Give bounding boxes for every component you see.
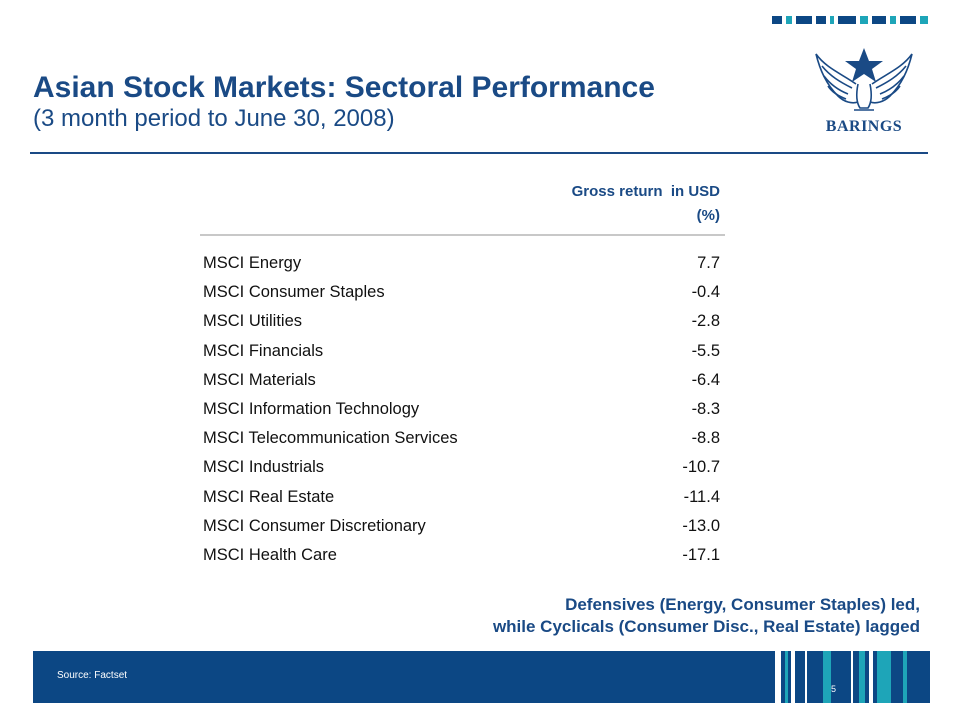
top-decorative-stripes — [772, 16, 930, 24]
table-row: MSCI Energy 7.7 — [200, 252, 720, 281]
sector-return: -17.1 — [682, 545, 720, 564]
conclusion-callout: Defensives (Energy, Consumer Staples) le… — [493, 594, 920, 638]
table-row: MSCI Materials -6.4 — [200, 369, 720, 398]
sector-name: MSCI Consumer Discretionary — [203, 516, 426, 535]
table-row: MSCI Telecommunication Services -8.8 — [200, 427, 720, 456]
slide-title: Asian Stock Markets: Sectoral Performanc… — [33, 71, 655, 104]
source-note: Source: Factset — [57, 670, 128, 681]
sector-return: -6.4 — [691, 370, 720, 389]
table-row: MSCI Consumer Staples -0.4 — [200, 281, 720, 310]
column-header-line1: Gross return in USD — [571, 183, 720, 200]
sector-return: -11.4 — [683, 487, 720, 506]
sector-name: MSCI Industrials — [203, 458, 325, 477]
slide-subtitle: (3 month period to June 30, 2008) — [33, 105, 395, 132]
sector-return: -13.0 — [682, 516, 720, 535]
sector-return: -5.5 — [691, 341, 720, 360]
barings-eagle-star-crest-icon — [815, 48, 913, 111]
sector-return: -8.8 — [691, 429, 720, 448]
sector-name: MSCI Consumer Staples — [203, 283, 385, 302]
table-row: MSCI Information Technology -8.3 — [200, 398, 720, 427]
sector-name: MSCI Financials — [203, 341, 324, 360]
sector-return: -8.3 — [691, 399, 720, 418]
sector-name: MSCI Telecommunication Services — [203, 429, 458, 448]
sector-name: MSCI Materials — [203, 370, 316, 389]
sector-table: MSCI Energy 7.7 MSCI Consumer Staples -0.4… — [200, 252, 720, 573]
sector-name: MSCI Real Estate — [203, 487, 335, 506]
table-row: MSCI Real Estate -11.4 — [200, 486, 720, 515]
footer-bar: Source: Factset 5 — [33, 651, 930, 703]
sector-name: MSCI Energy — [203, 254, 302, 272]
table-row: MSCI Industrials -10.7 — [200, 456, 720, 485]
table-row: MSCI Financials -5.5 — [200, 340, 720, 369]
conclusion-line2: while Cyclicals (Consumer Disc., Real Es… — [492, 617, 920, 636]
table-row: MSCI Health Care -17.1 — [200, 544, 720, 573]
sector-name: MSCI Utilities — [203, 312, 303, 331]
table-row: MSCI Consumer Discretionary -13.0 — [200, 515, 720, 544]
column-header-line2: (%) — [696, 207, 720, 224]
sector-return: -2.8 — [691, 312, 720, 331]
barings-wordmark: BARINGS — [825, 118, 903, 135]
table-header-divider — [200, 234, 725, 236]
sector-return: 7.7 — [697, 254, 720, 272]
sector-name: MSCI Information Technology — [203, 399, 420, 418]
sector-name: MSCI Health Care — [203, 545, 337, 564]
conclusion-line1: Defensives (Energy, Consumer Staples) le… — [565, 595, 920, 614]
sector-return: -10.7 — [682, 458, 720, 477]
table-column-header: Gross return in USD (%) — [200, 180, 720, 228]
page-number: 5 — [831, 684, 837, 694]
sector-return: -0.4 — [691, 283, 720, 302]
slide-title-block: Asian Stock Markets: Sectoral Performanc… — [33, 72, 655, 134]
title-divider — [30, 152, 928, 154]
table-row: MSCI Utilities -2.8 — [200, 310, 720, 339]
